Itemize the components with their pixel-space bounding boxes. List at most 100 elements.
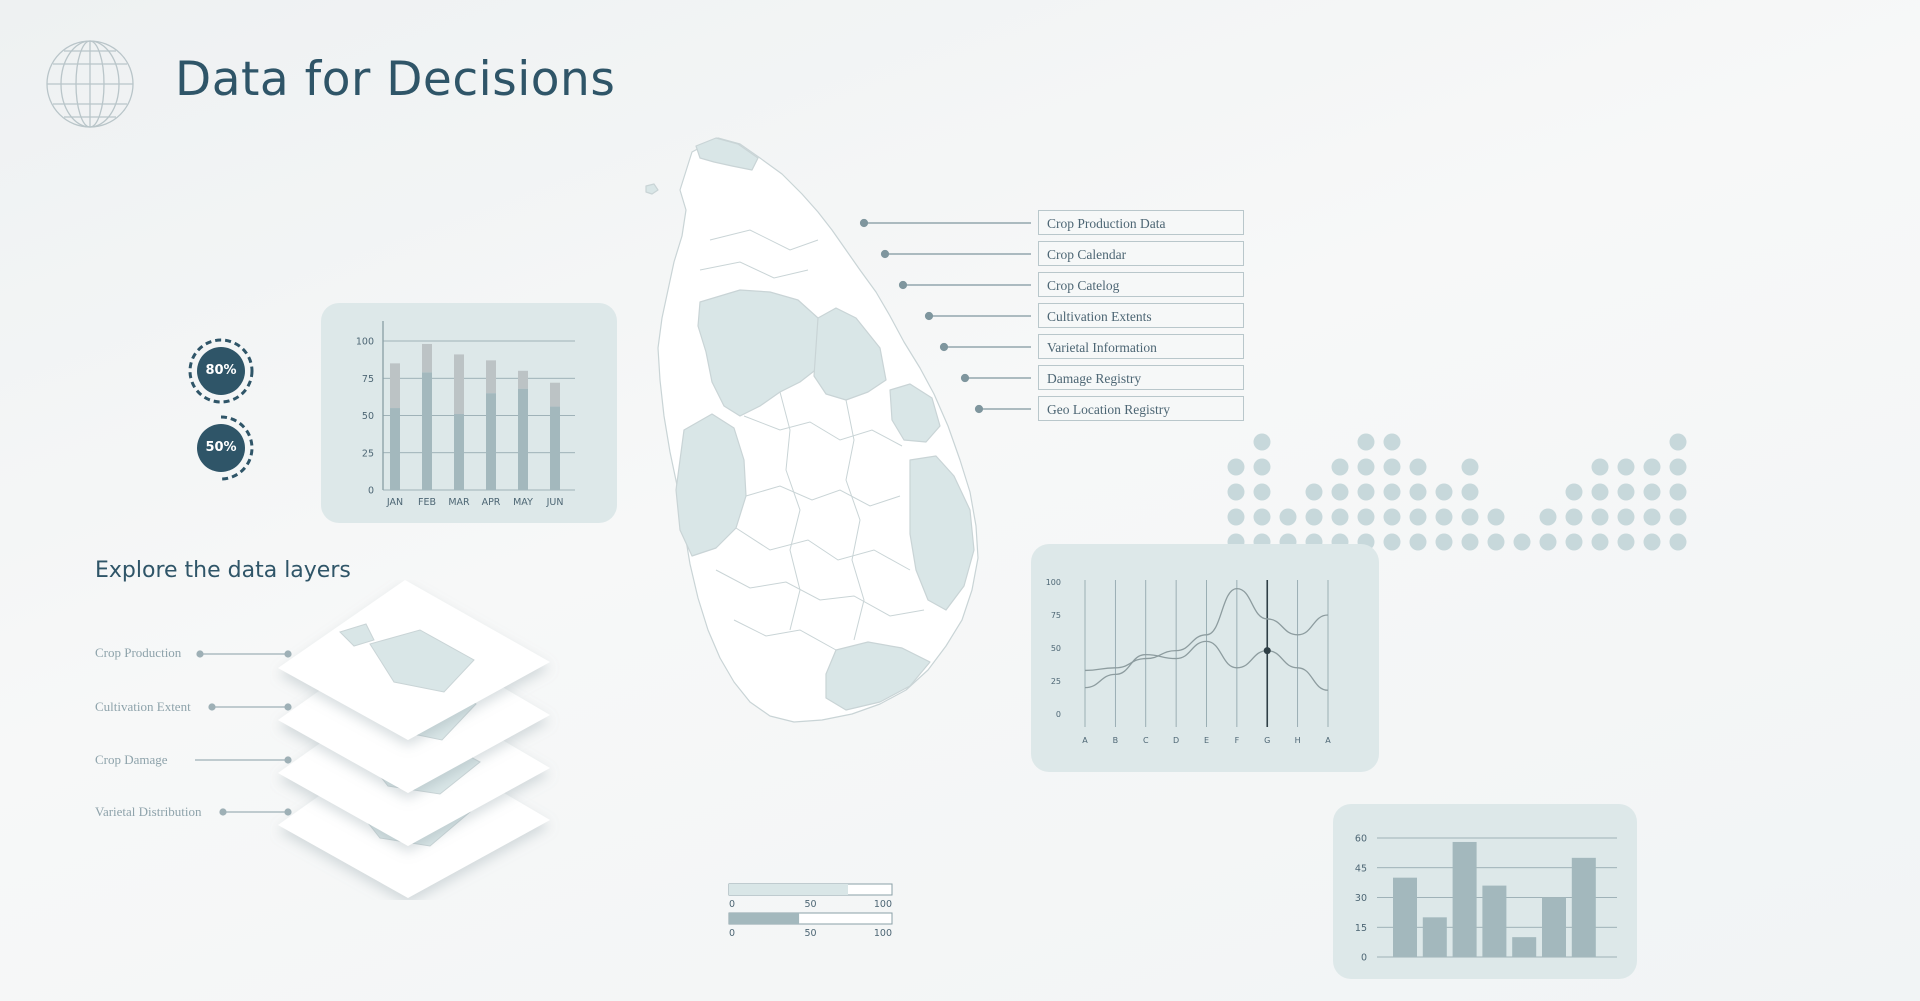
layer-label-varietal-distribution[interactable]: Varietal Distribution [95, 804, 202, 819]
matrix-dot [1461, 533, 1479, 551]
matrix-dot [1669, 533, 1687, 551]
y-tick-label: 60 [1355, 834, 1367, 845]
matrix-dot [1383, 508, 1401, 526]
bar-segment [518, 388, 528, 490]
y-tick-label: 75 [1051, 611, 1061, 620]
matrix-dot [1253, 508, 1271, 526]
layer-label-crop-damage[interactable]: Crop Damage [95, 752, 168, 767]
matrix-dot [1565, 508, 1583, 526]
callout-crop-calendar[interactable]: Crop Calendar [1038, 241, 1244, 266]
map-district-borders [699, 229, 925, 651]
map-island [645, 183, 659, 195]
matrix-dot [1643, 483, 1661, 501]
matrix-dot [1227, 458, 1245, 476]
y-tick-label: 50 [362, 411, 374, 422]
map-outline [657, 137, 979, 723]
bar-segment [550, 382, 560, 407]
progress-ring-arc [220, 415, 254, 481]
bar-chart: 0 15 30 45 60 [1355, 834, 1617, 964]
globe-icon [46, 40, 134, 128]
sri-lanka-map [645, 137, 979, 723]
matrix-dot [1565, 533, 1583, 551]
y-tick-label: 25 [1051, 677, 1061, 686]
y-tick-label: 15 [1355, 923, 1367, 934]
x-tick-label: H [1295, 736, 1301, 745]
matrix-dot [1383, 483, 1401, 501]
x-tick-label: B [1113, 736, 1119, 745]
callout-damage-registry[interactable]: Damage Registry [1038, 365, 1244, 390]
x-tick-label: A [1082, 736, 1088, 745]
layer-stack [278, 580, 550, 898]
matrix-dot [1227, 508, 1245, 526]
map-district-northcentral [697, 289, 831, 417]
callout-varietal-information[interactable]: Varietal Information [1038, 334, 1244, 359]
range-bar-fill [729, 913, 800, 924]
dot-matrix-chart [1227, 433, 1687, 551]
bar [1452, 841, 1477, 957]
range-bar-tick: 0 [729, 899, 735, 910]
range-bars: 0 50 100 0 50 100 [728, 883, 893, 939]
bar-segment [390, 408, 400, 490]
matrix-dot [1643, 533, 1661, 551]
x-tick-label: APR [482, 497, 501, 508]
bar-chart-card: 0 15 30 45 60 [1333, 804, 1637, 979]
range-bar-tick: 100 [874, 899, 892, 910]
layer-crop-production[interactable] [278, 580, 550, 740]
bar-segment [486, 360, 496, 394]
y-tick-label: 100 [356, 337, 374, 348]
matrix-dot [1669, 508, 1687, 526]
bar-segment [454, 414, 464, 490]
bar-segment [390, 363, 400, 409]
matrix-dot [1409, 508, 1427, 526]
map-district-east [909, 455, 975, 611]
matrix-dot [1357, 483, 1375, 501]
matrix-dot [1357, 433, 1375, 451]
bar [1542, 897, 1566, 957]
matrix-dot [1591, 508, 1609, 526]
x-tick-label: D [1173, 736, 1179, 745]
line-chart: 0 25 50 75 100 A B C D E F G H A [1046, 578, 1332, 745]
matrix-dot [1643, 458, 1661, 476]
callout-crop-production-data[interactable]: Crop Production Data [1038, 210, 1244, 235]
matrix-dot [1487, 508, 1505, 526]
x-tick-label: FEB [418, 497, 436, 508]
x-tick-label: JAN [386, 497, 403, 508]
range-bar-tick: 50 [804, 899, 816, 910]
layer-label-crop-production[interactable]: Crop Production [95, 645, 182, 660]
callout-geo-location-registry[interactable]: Geo Location Registry [1038, 396, 1244, 421]
bar [1482, 885, 1507, 957]
x-tick-label: G [1264, 736, 1270, 745]
x-tick-label: MAR [448, 497, 470, 508]
matrix-dot [1357, 458, 1375, 476]
matrix-dot [1643, 508, 1661, 526]
callout-crop-catelog[interactable]: Crop Catelog [1038, 272, 1244, 297]
x-tick-label: E [1204, 736, 1209, 745]
matrix-dot [1227, 483, 1245, 501]
matrix-dot [1435, 483, 1453, 501]
callout-cultivation-extents[interactable]: Cultivation Extents [1038, 303, 1244, 328]
x-tick-label: JUN [546, 497, 564, 508]
y-tick-label: 75 [362, 374, 374, 385]
map-north-tip [695, 137, 759, 171]
range-bar-tick: 50 [804, 928, 816, 939]
y-tick-label: 0 [368, 486, 374, 497]
y-tick-label: 25 [362, 448, 374, 459]
monthly-bar-chart: 0 25 50 75 100 JAN FEB MAR APR MAY JUN [356, 321, 575, 508]
matrix-dot [1617, 533, 1635, 551]
matrix-dot [1461, 508, 1479, 526]
map-district-east-upper [813, 307, 887, 401]
x-tick-label: A [1325, 736, 1331, 745]
y-tick-label: 0 [1361, 953, 1367, 964]
x-tick-label: C [1143, 736, 1149, 745]
series-line [1084, 640, 1329, 691]
range-bar-fill [729, 884, 848, 895]
bar-segment [422, 343, 432, 373]
matrix-dot [1331, 483, 1349, 501]
bar [1422, 917, 1447, 957]
matrix-dot [1591, 483, 1609, 501]
progress-ring-label: 80% [197, 347, 245, 395]
layer-leaders [195, 650, 292, 816]
progress-ring: 80% [187, 337, 257, 407]
matrix-dot [1383, 533, 1401, 551]
layer-label-cultivation-extent[interactable]: Cultivation Extent [95, 699, 191, 714]
